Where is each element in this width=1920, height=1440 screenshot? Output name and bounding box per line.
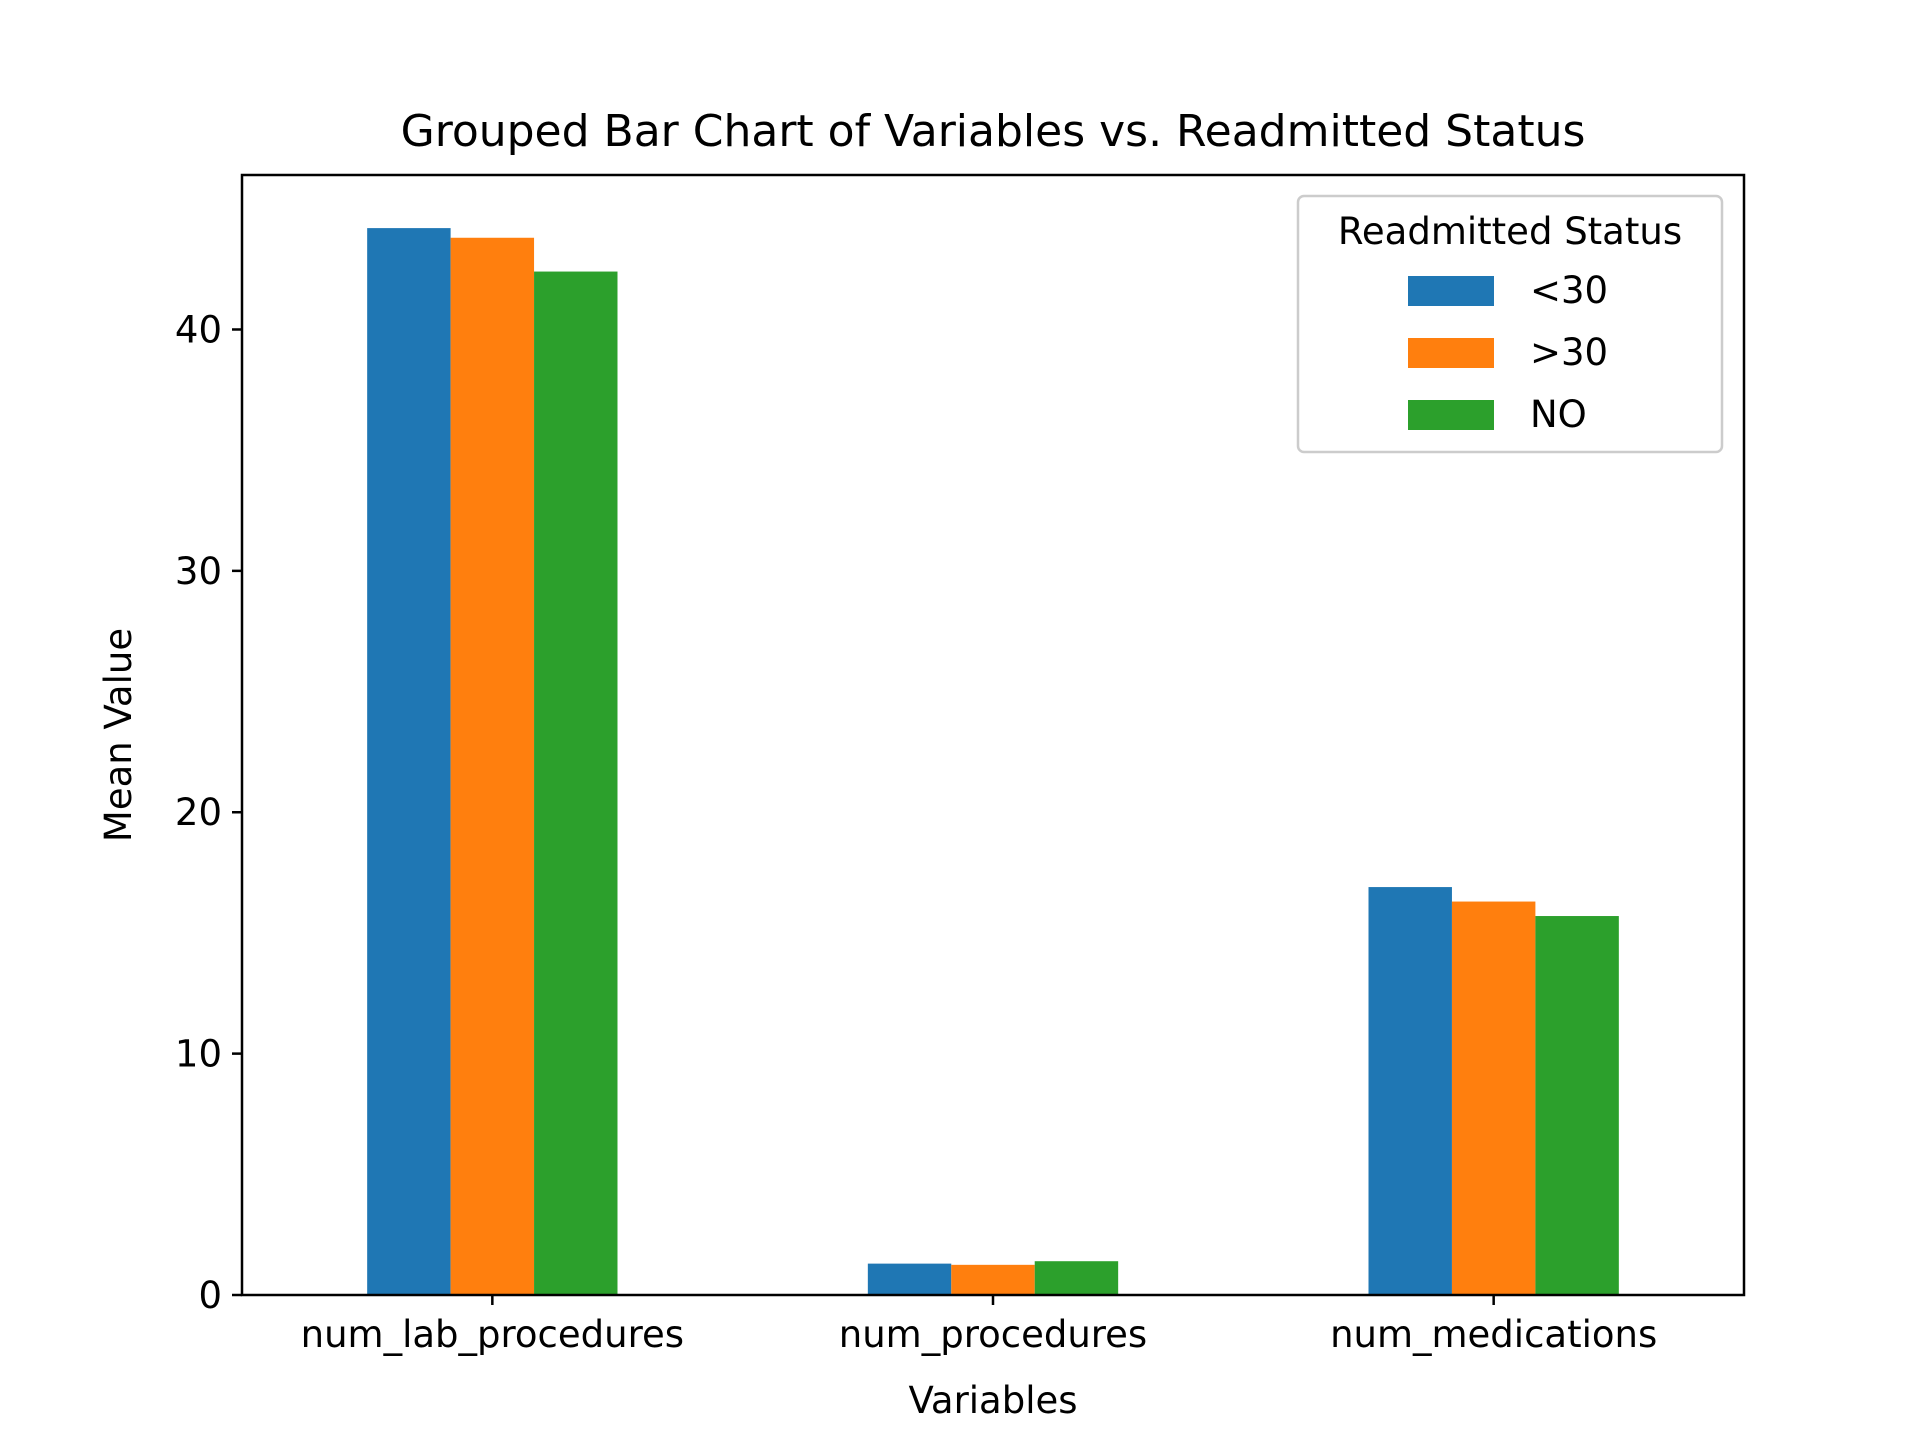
legend-label: <30 <box>1530 269 1608 312</box>
y-tick-label: 20 <box>175 791 222 834</box>
y-tick-label: 0 <box>198 1274 222 1317</box>
legend-box <box>1296 194 1724 454</box>
bar-num-procedures-series-0 <box>867 1263 952 1295</box>
x-axis-label: Variables <box>908 1379 1077 1422</box>
x-axis: num_lab_procedures num_procedures num_medi… <box>301 1295 1657 1356</box>
bar-num-medications-series-2 <box>1535 916 1619 1295</box>
x-tick-label: num_lab_procedures <box>301 1313 684 1356</box>
bar-num-lab-procedures-series-2 <box>534 271 618 1295</box>
legend-title: Readmitted Status <box>1338 210 1682 253</box>
bar-num-medications-series-1 <box>1451 901 1536 1295</box>
bars-layer <box>367 228 1619 1295</box>
legend-swatch <box>1408 276 1494 306</box>
x-tick-label: num_medications <box>1330 1313 1657 1356</box>
bar-num-medications-series-0 <box>1368 887 1452 1295</box>
legend-label: NO <box>1530 393 1587 436</box>
bar-num-lab-procedures-series-1 <box>450 237 535 1295</box>
y-tick-label: 40 <box>175 308 222 351</box>
y-axis: 0 10 20 30 40 <box>175 308 242 1317</box>
legend-swatch <box>1408 400 1494 430</box>
y-tick-label: 30 <box>175 550 222 593</box>
legend-swatch <box>1408 338 1494 368</box>
chart-title: Grouped Bar Chart of Variables vs. Readm… <box>401 106 1586 157</box>
bar-num-procedures-series-2 <box>1034 1261 1119 1295</box>
x-tick-label: num_procedures <box>839 1313 1147 1356</box>
legend-label: >30 <box>1530 331 1608 374</box>
legend: Readmitted Status <30 >30 NO <box>1296 194 1724 454</box>
y-tick-label: 10 <box>175 1033 222 1076</box>
bar-num-procedures-series-1 <box>951 1264 1035 1295</box>
bar-num-lab-procedures-series-0 <box>367 228 451 1295</box>
y-axis-label: Mean Value <box>97 628 140 842</box>
